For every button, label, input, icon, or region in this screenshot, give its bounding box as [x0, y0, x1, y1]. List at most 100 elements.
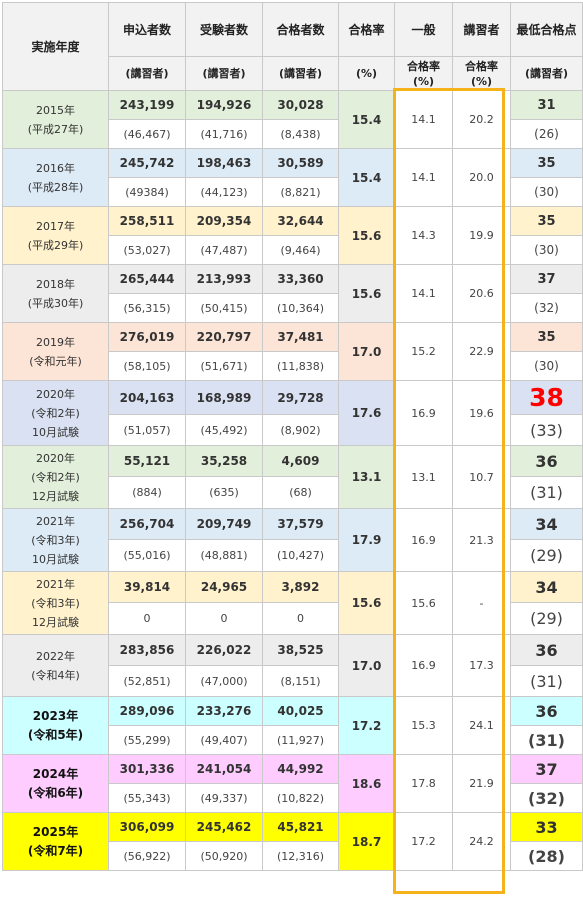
year-line: 2019年 — [36, 335, 75, 349]
lecturer-rate-value: - — [452, 571, 511, 635]
min-score-value: 34 — [510, 508, 583, 540]
pass-rate-value: 17.0 — [338, 634, 395, 697]
general-rate-value: 14.1 — [394, 264, 453, 323]
applicants-value: 256,704 — [108, 508, 186, 540]
year-line: 2021年 — [36, 514, 75, 528]
year-line: (平成27年) — [27, 122, 84, 136]
min-score-lecturer-value: (31) — [510, 665, 583, 697]
year-line: (令和7年) — [27, 843, 84, 858]
passers-lecturer-value: (9,464) — [262, 235, 339, 265]
examinees-lecturer-value: (45,492) — [185, 414, 263, 446]
applicants-lecturer-value: (55,016) — [108, 539, 186, 572]
applicants-lecturer-value: (51,057) — [108, 414, 186, 446]
examinees-lecturer-value: (47,000) — [185, 665, 263, 697]
year-cell: 2016年 (平成28年) — [2, 148, 109, 207]
applicants-value: 258,511 — [108, 206, 186, 236]
lecturer-rate-value: 24.2 — [452, 812, 511, 871]
lecturer-rate-value: 17.3 — [452, 634, 511, 697]
applicants-value: 283,856 — [108, 634, 186, 666]
pass-rate-value: 15.4 — [338, 148, 395, 207]
subheader-examinees: (講習者) — [185, 56, 263, 91]
subheader-general-line2: (%) — [412, 74, 435, 88]
year-cell: 2019年 (令和元年) — [2, 322, 109, 381]
applicants-value: 243,199 — [108, 90, 186, 120]
examinees-value: 241,054 — [185, 754, 263, 784]
min-score-lecturer-value: (31) — [510, 725, 583, 755]
year-line: 2018年 — [36, 277, 75, 291]
pass-rate-value: 15.6 — [338, 264, 395, 323]
min-score-lecturer-value: (30) — [510, 177, 583, 207]
passers-value: 33,360 — [262, 264, 339, 294]
year-line: 10月試験 — [32, 552, 79, 566]
header-general: 一般 — [394, 2, 453, 57]
pass-rate-value: 15.6 — [338, 206, 395, 265]
header-applicants: 申込者数 — [108, 2, 186, 57]
applicants-lecturer-value: 0 — [108, 602, 186, 635]
min-score-lecturer-value: (29) — [510, 602, 583, 635]
min-score-lecturer-value: (32) — [510, 783, 583, 813]
year-line: 2017年 — [36, 219, 75, 233]
min-score-value: 35 — [510, 148, 583, 178]
pass-rate-value: 17.2 — [338, 696, 395, 755]
min-score-lecturer-value: (32) — [510, 293, 583, 323]
lecturer-rate-value: 20.0 — [452, 148, 511, 207]
table-row: 2018年 (平成30年) 265,444 213,993 33,360 15.6 14.1… — [2, 264, 583, 323]
lecturer-rate-value: 19.9 — [452, 206, 511, 265]
general-rate-value: 16.9 — [394, 380, 453, 446]
year-line: 10月試験 — [32, 425, 79, 439]
table-row: 2022年 (令和4年) 283,856 226,022 38,525 17.0 16.9 1… — [2, 634, 583, 697]
examinees-lecturer-value: (48,881) — [185, 539, 263, 572]
year-line: (令和2年) — [31, 470, 80, 484]
year-line: 12月試験 — [32, 489, 79, 503]
table-row: 2025年 (令和7年) 306,099 245,462 45,821 18.7 17.2 2… — [2, 812, 583, 871]
applicants-lecturer-value: (884) — [108, 476, 186, 509]
passers-lecturer-value: (12,316) — [262, 841, 339, 871]
examinees-lecturer-value: (50,920) — [185, 841, 263, 871]
examinees-lecturer-value: (50,415) — [185, 293, 263, 323]
passers-value: 29,728 — [262, 380, 339, 415]
year-line: (平成30年) — [27, 296, 84, 310]
table-row: 2017年 (平成29年) 258,511 209,354 32,644 15.6 14.3… — [2, 206, 583, 265]
passers-value: 4,609 — [262, 445, 339, 477]
general-rate-value: 13.1 — [394, 445, 453, 509]
year-line: 2022年 — [36, 649, 75, 663]
applicants-lecturer-value: (46,467) — [108, 119, 186, 149]
year-cell: 2025年 (令和7年) — [2, 812, 109, 871]
general-rate-value: 14.1 — [394, 90, 453, 149]
passers-value: 30,589 — [262, 148, 339, 178]
table-row: 2016年 (平成28年) 245,742 198,463 30,589 15.4 14.1… — [2, 148, 583, 207]
examinees-value: 168,989 — [185, 380, 263, 415]
subheader-general-line1: 合格率 — [407, 59, 440, 73]
min-score-value: 33 — [510, 812, 583, 842]
subheader-lecturer-line1: 合格率 — [465, 59, 498, 73]
table-row: 2023年 (令和5年) 289,096 233,276 40,025 17.2 15.3 2… — [2, 696, 583, 755]
table-row: 2021年 (令和3年) 12月試験 39,814 24,965 3,892 15.6 15.… — [2, 571, 583, 635]
examinees-lecturer-value: (49,407) — [185, 725, 263, 755]
passers-value: 37,481 — [262, 322, 339, 352]
min-score-value: 36 — [510, 696, 583, 726]
examinees-value: 245,462 — [185, 812, 263, 842]
applicants-value: 245,742 — [108, 148, 186, 178]
year-line: 2021年 — [36, 577, 75, 591]
passers-value: 44,992 — [262, 754, 339, 784]
passers-value: 3,892 — [262, 571, 339, 603]
passers-lecturer-value: (11,838) — [262, 351, 339, 381]
min-score-lecturer-value: (33) — [510, 414, 583, 446]
passers-value: 38,525 — [262, 634, 339, 666]
examinees-lecturer-value: (47,487) — [185, 235, 263, 265]
lecturer-rate-value: 21.3 — [452, 508, 511, 572]
table-row-sub: (56,922) (50,920) (12,316) (28) — [3, 841, 583, 871]
min-score-value: 36 — [510, 445, 583, 477]
passers-lecturer-value: 0 — [262, 602, 339, 635]
examinees-lecturer-value: (49,337) — [185, 783, 263, 813]
table-row: 2015年 (平成27年) 243,199 194,926 30,028 15.4 14.1… — [2, 90, 583, 149]
min-score-value: 34 — [510, 571, 583, 603]
general-rate-value: 16.9 — [394, 634, 453, 697]
header-min-score: 最低合格点 — [510, 2, 583, 57]
lecturer-rate-value: 22.9 — [452, 322, 511, 381]
min-score-value: 37 — [510, 754, 583, 784]
year-line: 2024年 — [32, 766, 79, 781]
applicants-lecturer-value: (55,343) — [108, 783, 186, 813]
min-score-value: 35 — [510, 322, 583, 352]
min-score-value: 31 — [510, 90, 583, 120]
